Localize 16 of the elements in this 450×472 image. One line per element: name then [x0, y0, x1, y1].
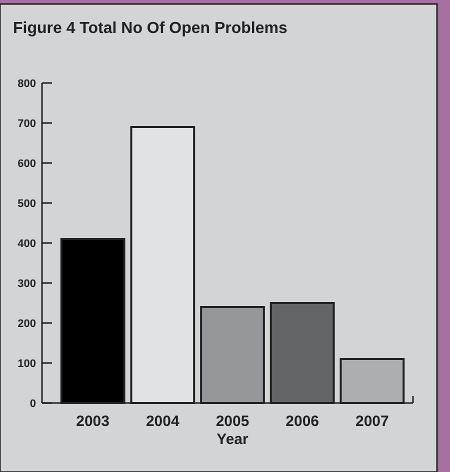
- y-tick-label: 700: [18, 118, 36, 130]
- chart-title: Figure 4 Total No Of Open Problems: [13, 20, 288, 37]
- y-tick-label: 500: [18, 198, 36, 210]
- x-axis-title: Year: [216, 431, 249, 448]
- x-tick-label: 2007: [355, 413, 389, 430]
- y-tick-label: 800: [18, 78, 36, 90]
- x-tick-label: 2003: [76, 413, 110, 430]
- x-tick-label: 2005: [216, 413, 250, 430]
- y-tick-label: 100: [18, 358, 36, 370]
- x-tick-label: 2006: [286, 413, 320, 430]
- y-tick-label: 200: [18, 318, 36, 330]
- x-tick-label: 2004: [146, 413, 180, 430]
- y-tick-label: 300: [18, 278, 36, 290]
- y-tick-label: 600: [18, 158, 36, 170]
- y-tick-label: 400: [18, 238, 36, 250]
- y-tick-label: 0: [30, 398, 36, 410]
